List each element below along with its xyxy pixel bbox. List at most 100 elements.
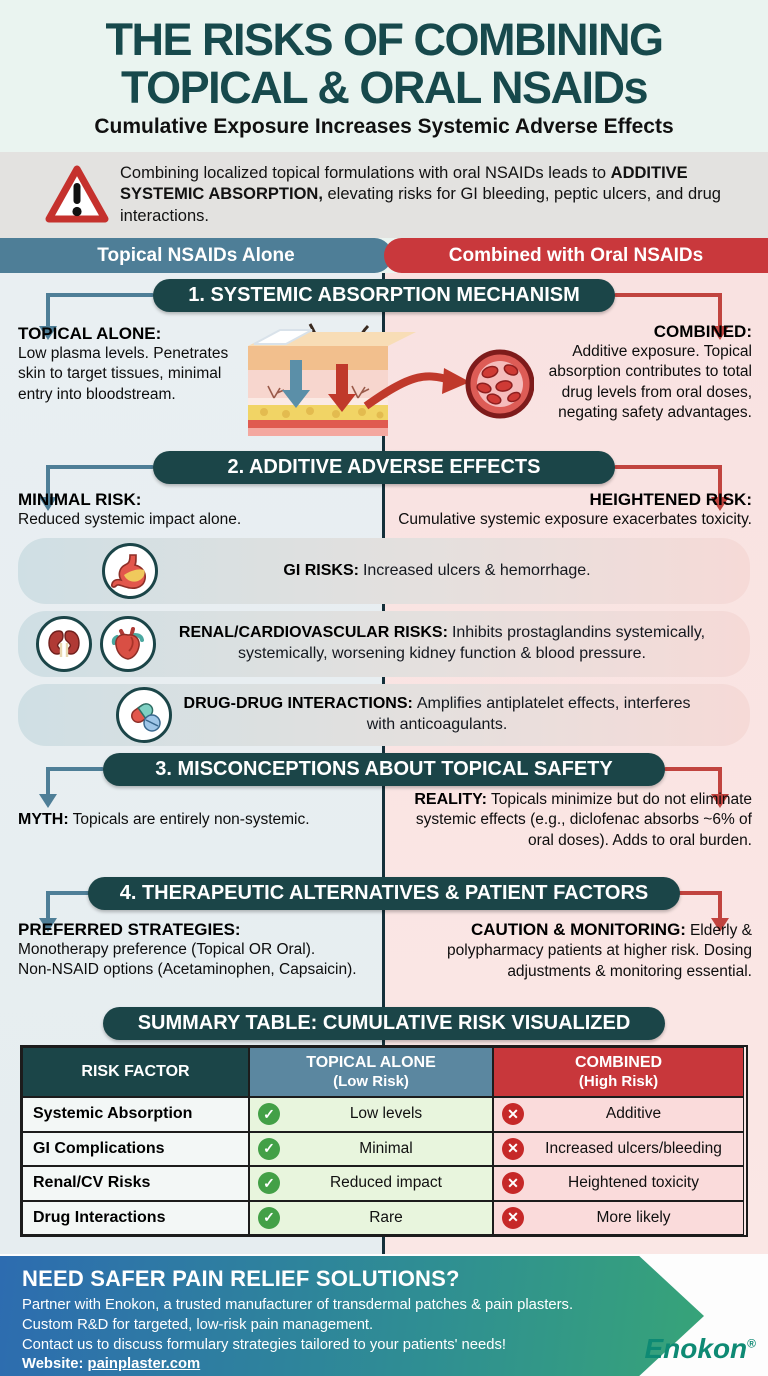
section-4-right-text: Elderly & polypharmacy patients at highe… xyxy=(447,922,752,980)
page-title-line1: THE RISKS OF COMBINING xyxy=(105,14,664,65)
section-2-right-text: Cumulative systemic exposure exacerbates… xyxy=(398,511,752,528)
left-connector-arrow xyxy=(46,465,154,469)
arrow-down-icon xyxy=(711,326,729,340)
section-3-right-label: REALITY: xyxy=(414,791,487,808)
arrow-down-icon xyxy=(39,794,57,808)
right-connector-arrow xyxy=(718,465,722,498)
right-connector-arrow xyxy=(614,293,722,297)
section-2-left-text: Reduced systemic impact alone. xyxy=(18,511,242,528)
section-3-right-block: REALITY: Topicals minimize but do not eli… xyxy=(396,790,752,851)
table-cell-combined: ✕ Heightened toxicity xyxy=(493,1166,744,1201)
right-connector-arrow xyxy=(664,767,722,771)
section-2-left-label: MINIMAL RISK: xyxy=(18,490,142,509)
table-cell-combined: ✕ Additive xyxy=(493,1097,744,1132)
left-connector-arrow xyxy=(46,891,90,895)
page-title: THE RISKS OF COMBINING TOPICAL & ORAL NS… xyxy=(0,16,768,111)
section-3-left-text: Topicals are entirely non-systemic. xyxy=(72,811,310,828)
column-header-topical: Topical NSAIDs Alone xyxy=(0,238,392,273)
section-3-left-label: MYTH: xyxy=(18,811,69,828)
warning-text: Combining localized topical formulations… xyxy=(120,163,745,227)
arrow-down-icon xyxy=(711,497,729,511)
summary-table: RISK FACTOR TOPICAL ALONE (Low Risk) COM… xyxy=(20,1045,748,1237)
left-connector-arrow xyxy=(46,465,50,498)
left-connector-arrow xyxy=(46,293,154,297)
cross-icon: ✕ xyxy=(502,1206,524,1229)
left-connector-arrow xyxy=(46,293,50,327)
arrow-to-bloodstream xyxy=(363,372,452,410)
section-2-header: 2. ADDITIVE ADVERSE EFFECTS xyxy=(153,451,615,484)
enokon-logo: Enokon® xyxy=(644,1333,756,1366)
warning-text-bold: ADDITIVE SYSTEMIC ABSORPTION, xyxy=(120,164,688,204)
topical-patch xyxy=(253,329,313,345)
section-4-left-line: Non-NSAID options (Acetaminophen, Capsai… xyxy=(18,961,357,979)
section-1-right-block: COMBINED: Additive exposure. Topical abs… xyxy=(514,322,752,424)
table-col-header-topical: TOPICAL ALONE (Low Risk) xyxy=(249,1047,493,1097)
risk-row-body: Increased ulcers & hemorrhage. xyxy=(362,561,591,579)
table-col-header-risk-factor: RISK FACTOR xyxy=(22,1047,249,1097)
website-link[interactable]: painplaster.com xyxy=(87,1356,201,1373)
registered-mark: ® xyxy=(747,1336,756,1351)
risk-row-label: RENAL/CARDIOVASCULAR RISKS: xyxy=(178,624,448,642)
table-cell-topical: ✓ Low levels xyxy=(249,1097,493,1132)
section-1-right-text: Additive exposure. Topical absorption co… xyxy=(548,343,752,422)
section-3-left-block: MYTH: Topicals are entirely non-systemic. xyxy=(18,810,370,830)
table-cell-topical: ✓ Minimal xyxy=(249,1131,493,1166)
section-4-right-block: CAUTION & MONITORING: Elderly & polypharm… xyxy=(382,920,752,982)
heart-icon xyxy=(100,616,156,672)
risk-row-text: RENAL/CARDIOVASCULAR RISKS: Inhibits pros… xyxy=(18,611,750,677)
page-title-line2: TOPICAL & ORAL NSAIDs xyxy=(120,61,649,113)
cross-icon: ✕ xyxy=(502,1137,524,1160)
cta-line: Contact us to discuss formulary strategi… xyxy=(22,1337,506,1354)
page-subtitle: Cumulative Exposure Increases Systemic A… xyxy=(94,115,674,138)
risk-row-body: Inhibits prostaglandins systemically, sy… xyxy=(238,624,706,662)
warning-text-before: Combining localized topical formulations… xyxy=(120,164,611,182)
warning-text-after: elevating risks for GI bleeding, peptic … xyxy=(120,185,721,225)
risk-row-label: GI RISKS: xyxy=(283,561,359,579)
risk-row-text: GI RISKS: Increased ulcers & hemorrhage. xyxy=(18,538,750,604)
section-2-right-label: HEIGHTENED RISK: xyxy=(589,490,752,509)
risk-row-text: DRUG-DRUG INTERACTIONS: Amplifies antipla… xyxy=(18,684,750,746)
section-2-left-block: MINIMAL RISK: Reduced systemic impact al… xyxy=(18,490,368,530)
skin-cross-section xyxy=(248,323,534,436)
arrow-down-icon xyxy=(711,794,729,808)
table-row-factor: Systemic Absorption xyxy=(22,1097,249,1132)
section-1-left-label: TOPICAL ALONE: xyxy=(18,324,162,343)
warning-triangle-icon xyxy=(45,165,109,223)
section-3-right-text: Topicals minimize but do not eliminate s… xyxy=(415,791,752,849)
table-row-factor: Drug Interactions xyxy=(22,1200,249,1235)
risk-row-label: DRUG-DRUG INTERACTIONS: xyxy=(183,695,413,713)
warning-band xyxy=(0,152,768,238)
arrow-down-icon xyxy=(711,918,729,932)
cta-banner: NEED SAFER PAIN RELIEF SOLUTIONS? Partne… xyxy=(0,1256,704,1376)
right-connector-arrow xyxy=(718,767,722,795)
risk-row-renal-cardio: RENAL/CARDIOVASCULAR RISKS: Inhibits pros… xyxy=(18,611,750,677)
blood-vessel-icon xyxy=(465,349,534,419)
absorption-arrow-oral xyxy=(328,364,356,412)
column-header-combined: Combined with Oral NSAIDs xyxy=(384,238,768,273)
cross-icon: ✕ xyxy=(502,1103,524,1126)
right-connector-arrow xyxy=(718,891,722,919)
summary-table-header: SUMMARY TABLE: CUMULATIVE RISK VISUALIZE… xyxy=(103,1007,665,1040)
section-3-header: 3. MISCONCEPTIONS ABOUT TOPICAL SAFETY xyxy=(103,753,665,786)
left-connector-arrow xyxy=(46,767,50,795)
right-connector-arrow xyxy=(718,293,722,327)
cta-headline: NEED SAFER PAIN RELIEF SOLUTIONS? xyxy=(22,1266,460,1291)
section-4-header: 4. THERAPEUTIC ALTERNATIVES & PATIENT FA… xyxy=(88,877,680,910)
table-cell-topical: ✓ Reduced impact xyxy=(249,1166,493,1201)
section-1-header: 1. SYSTEMIC ABSORPTION MECHANISM xyxy=(153,279,615,312)
absorption-arrow-topical xyxy=(282,360,310,408)
table-row-factor: Renal/CV Risks xyxy=(22,1166,249,1201)
section-4-left-block: PREFERRED STRATEGIES: Monotherapy prefer… xyxy=(18,920,386,981)
check-icon: ✓ xyxy=(258,1137,280,1160)
section-4-left-line: Monotherapy preference (Topical OR Oral)… xyxy=(18,941,316,958)
check-icon: ✓ xyxy=(258,1103,280,1126)
right-connector-arrow xyxy=(614,465,722,469)
table-cell-combined: ✕ More likely xyxy=(493,1200,744,1235)
table-cell-topical: ✓ Rare xyxy=(249,1200,493,1235)
stomach-icon xyxy=(102,543,158,599)
check-icon: ✓ xyxy=(258,1206,280,1229)
table-cell-combined: ✕ Increased ulcers/bleeding xyxy=(493,1131,744,1166)
table-row-factor: GI Complications xyxy=(22,1131,249,1166)
section-4-right-label: CAUTION & MONITORING: xyxy=(470,920,686,939)
